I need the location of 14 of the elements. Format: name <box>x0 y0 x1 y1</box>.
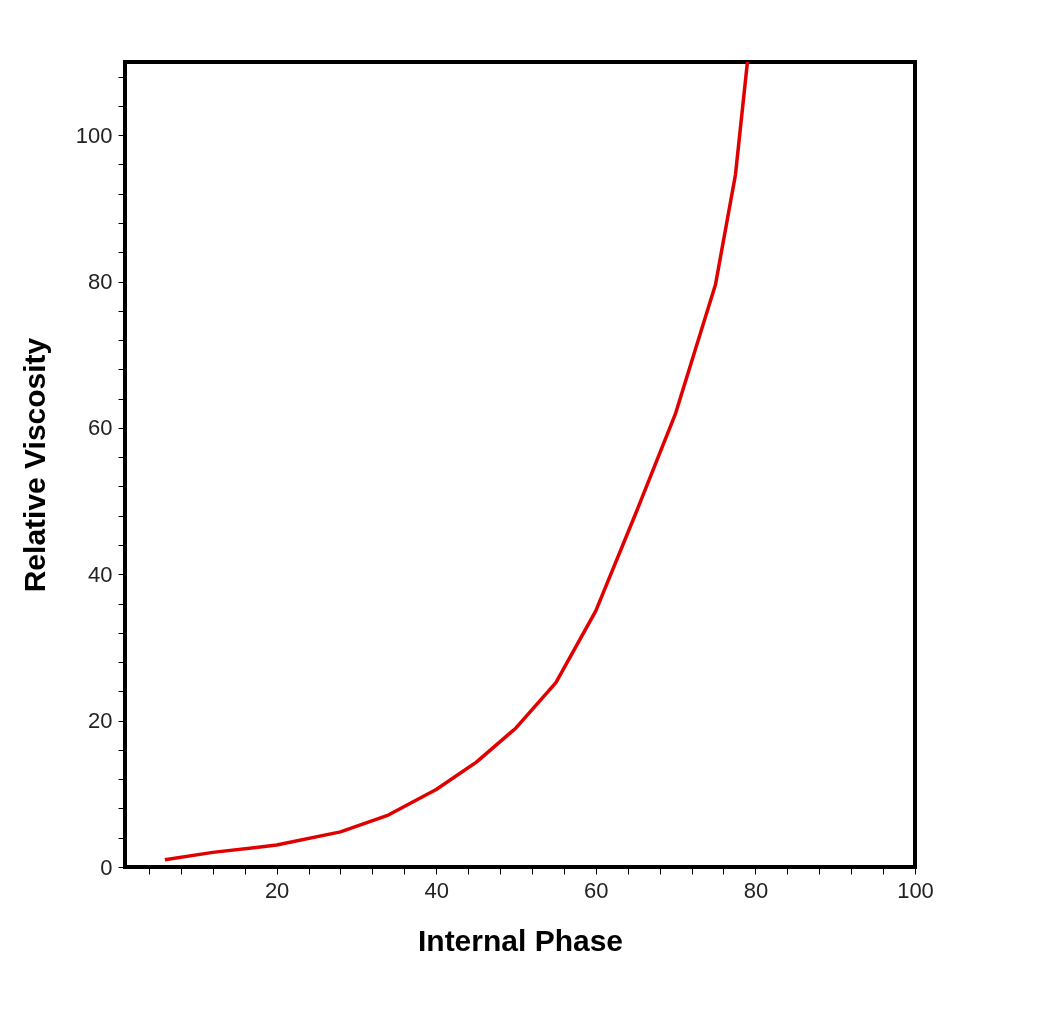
y-tick-label: 0 <box>100 854 113 880</box>
y-axis-title: Relative Viscosity <box>17 337 51 593</box>
y-tick-label: 60 <box>88 415 113 441</box>
x-axis-title: Internal Phase <box>417 923 624 957</box>
y-tick-label: 40 <box>88 561 113 587</box>
y-tick-label: 80 <box>88 269 113 295</box>
y-tick-label: 100 <box>75 122 113 148</box>
x-tick-label: 60 <box>584 877 609 903</box>
x-tick-label: 80 <box>743 877 769 903</box>
x-tick-label: 100 <box>897 877 934 903</box>
x-tick-label: 40 <box>424 877 449 903</box>
x-tick-label: 20 <box>264 877 290 903</box>
y-tick-label: 20 <box>88 708 113 734</box>
line-series <box>163 62 750 862</box>
